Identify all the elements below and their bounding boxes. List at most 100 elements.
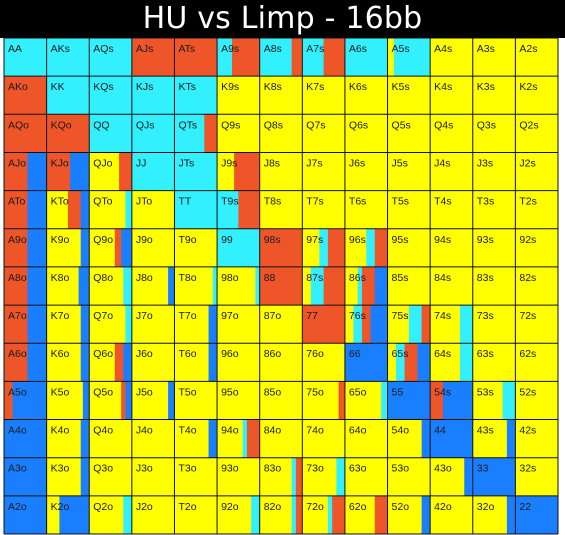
action-segment <box>515 152 559 191</box>
action-segment <box>217 228 261 267</box>
action-segment <box>131 495 175 534</box>
hand-cell-K9s: K9s <box>217 76 261 115</box>
hand-cell-Q7s: Q7s <box>302 114 346 153</box>
action-segment <box>430 228 474 267</box>
action-segment <box>374 495 388 534</box>
action-segment <box>259 495 293 534</box>
action-segment <box>291 495 297 534</box>
hand-cell-94o: 94o <box>217 419 261 458</box>
hand-cell-T8s: T8s <box>259 190 303 229</box>
hand-cell-85s: 85s <box>387 266 431 306</box>
hand-label: A9s <box>221 43 239 55</box>
hand-cell-Q6s: Q6s <box>344 114 388 153</box>
action-segment <box>396 343 405 382</box>
hand-label: AKo <box>8 81 28 93</box>
hand-cell-K5s: K5s <box>387 76 431 115</box>
hand-label: 84o <box>264 425 282 437</box>
hand-cell-86s: 86s <box>344 266 388 306</box>
action-segment <box>131 114 175 153</box>
hand-cell-A3o: A3o <box>4 457 48 496</box>
action-segment <box>27 152 48 191</box>
hand-cell-96o: 96o <box>217 343 261 382</box>
hand-cell-84o: 84o <box>259 419 303 458</box>
action-segment <box>387 190 431 229</box>
hand-label: 88 <box>264 272 276 284</box>
action-segment <box>123 266 133 306</box>
action-segment <box>459 305 474 344</box>
hand-cell-T9s: T9s <box>217 190 261 229</box>
hand-cell-KQs: KQs <box>89 76 133 115</box>
action-segment <box>4 190 28 229</box>
hand-label: T9o <box>178 234 196 246</box>
hand-cell-87o: 87o <box>259 305 303 344</box>
hand-label: 42o <box>434 501 452 513</box>
action-segment <box>442 381 474 420</box>
hand-cell-Q4o: Q4o <box>89 419 133 458</box>
hand-label: K9o <box>51 234 70 246</box>
action-segment <box>472 38 516 77</box>
action-segment <box>80 457 90 496</box>
hand-cell-T2o: T2o <box>174 495 218 534</box>
action-segment <box>370 305 388 344</box>
hand-cell-33: 33 <box>472 457 516 496</box>
hand-label: KJs <box>136 81 154 93</box>
action-segment <box>46 419 82 458</box>
hand-cell-QJo: QJo <box>89 152 133 191</box>
action-segment <box>430 495 474 534</box>
hand-cell-65o: 65o <box>344 381 388 420</box>
hand-label: K3s <box>477 81 495 93</box>
hand-label: 74s <box>434 310 451 322</box>
action-segment <box>27 190 48 229</box>
action-segment <box>217 38 233 77</box>
action-segment <box>472 114 516 153</box>
action-segment <box>131 38 175 77</box>
action-segment <box>421 305 431 344</box>
hand-cell-QQ: QQ <box>89 114 133 153</box>
hand-label: T2s <box>519 196 537 208</box>
hand-label: 95o <box>221 386 239 398</box>
action-segment <box>121 381 126 420</box>
hand-label: K4o <box>51 425 70 437</box>
hand-label: J3o <box>136 463 153 475</box>
hand-cell-53s: 53s <box>472 381 516 420</box>
hand-cell-KK: KK <box>46 76 90 115</box>
hand-label: K9s <box>221 81 239 93</box>
hand-cell-75o: 75o <box>302 381 346 420</box>
hand-label: 94o <box>221 425 239 437</box>
hand-cell-Q2s: Q2s <box>515 114 559 153</box>
action-segment <box>459 343 474 382</box>
hand-label: QJo <box>93 157 112 169</box>
action-segment <box>387 381 431 420</box>
hand-cell-J8o: J8o <box>131 266 175 306</box>
hand-cell-98o: 98o <box>217 266 261 306</box>
hand-label: K7o <box>51 310 70 322</box>
hand-label: 86o <box>264 348 282 360</box>
action-segment <box>323 38 346 77</box>
action-segment <box>46 266 79 306</box>
action-segment <box>408 305 423 344</box>
hand-cell-64s: 64s <box>430 343 474 382</box>
hand-cell-T5s: T5s <box>387 190 431 229</box>
hand-cell-J8s: J8s <box>259 152 303 191</box>
action-segment <box>174 228 218 267</box>
action-segment <box>421 495 431 534</box>
hand-cell-K2s: K2s <box>515 76 559 115</box>
action-segment <box>344 190 388 229</box>
hand-label: 83s <box>477 272 494 284</box>
action-segment <box>89 266 124 306</box>
hand-label: A2s <box>519 43 537 55</box>
hand-label: T4s <box>434 196 452 208</box>
hand-cell-J7s: J7s <box>302 152 346 191</box>
action-segment <box>67 190 82 229</box>
action-segment <box>174 114 205 153</box>
action-segment <box>417 343 431 382</box>
hand-label: A7s <box>306 43 324 55</box>
action-segment <box>295 457 303 496</box>
hand-label: ATs <box>178 43 195 55</box>
hand-label: 76o <box>306 348 324 360</box>
hand-cell-72s: 72s <box>515 305 559 344</box>
hand-label: T3s <box>477 196 495 208</box>
hand-label: 83o <box>264 463 282 475</box>
hand-cell-44: 44 <box>430 419 474 458</box>
action-segment <box>430 266 474 306</box>
